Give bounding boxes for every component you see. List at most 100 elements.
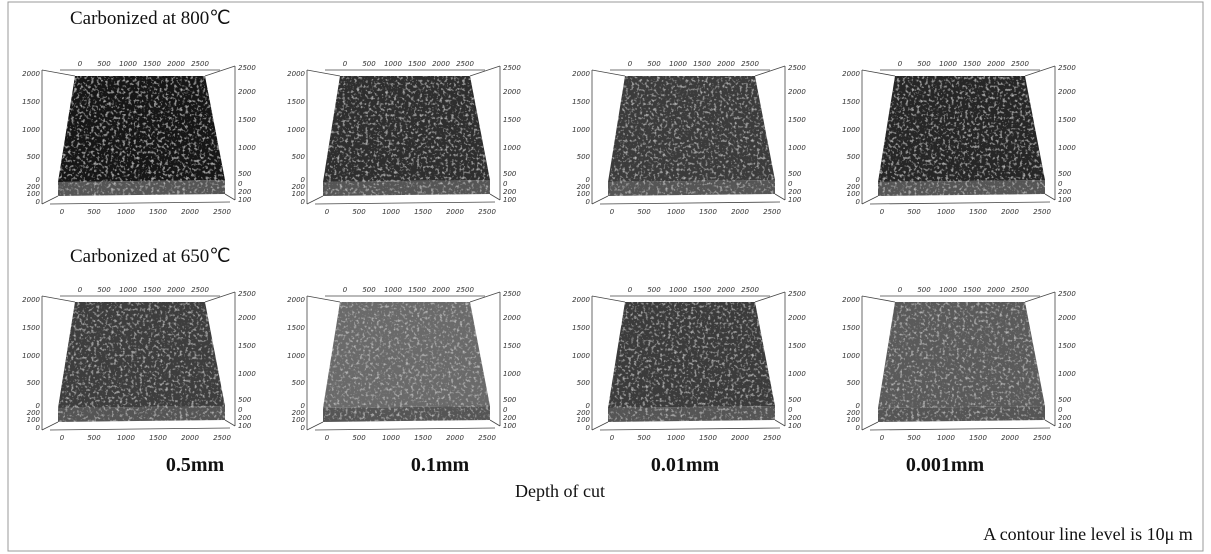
column-label: 0.001mm (906, 454, 985, 476)
tick-label: 1000 (384, 286, 402, 294)
tick-label: 500 (647, 286, 661, 294)
tick-label: 0 (610, 434, 615, 442)
tick-label: 500 (97, 286, 111, 294)
tick-label: 100 (238, 196, 252, 204)
tick-label: 2000 (432, 286, 450, 294)
tick-label: 100 (788, 422, 802, 430)
tick-label: 2000 (503, 88, 521, 96)
surface-plot: 0500100015002000250005001000150020002500… (572, 286, 806, 442)
tick-label: 1000 (669, 286, 687, 294)
tick-label: 2500 (213, 434, 231, 442)
tick-label: 100 (27, 190, 41, 198)
tick-label: 1500 (969, 434, 987, 442)
tick-label: 1500 (788, 342, 806, 350)
column-label: 0.01mm (651, 454, 720, 476)
tick-label: 0 (586, 424, 591, 432)
axis-line (592, 196, 608, 204)
axis-line (42, 70, 75, 76)
tick-label: 0 (628, 60, 633, 68)
tick-label: 100 (27, 416, 41, 424)
tick-label: 0 (78, 60, 83, 68)
tick-label: 100 (292, 416, 306, 424)
tick-label: 500 (362, 286, 376, 294)
tick-label: 2500 (478, 434, 496, 442)
axis-line (862, 296, 895, 302)
tick-label: 0 (856, 424, 861, 432)
tick-label: 0 (788, 180, 793, 188)
tick-label: 1500 (963, 286, 981, 294)
tick-label: 2000 (717, 60, 735, 68)
tick-label: 500 (362, 60, 376, 68)
tick-label: 1500 (572, 98, 590, 106)
tick-label: 1000 (503, 144, 521, 152)
tick-label: 1000 (22, 352, 40, 360)
tick-label: 2500 (456, 286, 474, 294)
axis-line (870, 428, 1050, 430)
tick-label: 100 (503, 422, 517, 430)
tick-label: 100 (577, 416, 591, 424)
tick-label: 1000 (937, 208, 955, 216)
tick-label: 1500 (287, 324, 305, 332)
tick-label: 200 (503, 414, 517, 422)
tick-label: 0 (586, 198, 591, 206)
column-label: 0.5mm (166, 454, 225, 476)
axis-line (862, 196, 878, 204)
tick-label: 0 (1058, 406, 1063, 414)
surface (878, 302, 1045, 408)
tick-label: 2500 (763, 434, 781, 442)
tick-label: 0 (60, 434, 65, 442)
tick-label: 1500 (22, 324, 40, 332)
surface (878, 76, 1045, 182)
tick-label: 1500 (842, 324, 860, 332)
tick-label: 500 (352, 208, 366, 216)
tick-label: 0 (60, 208, 65, 216)
axis-line (50, 202, 230, 204)
tick-label: 2000 (181, 434, 199, 442)
tick-label: 500 (352, 434, 366, 442)
tick-label: 0 (788, 406, 793, 414)
axis-line (1045, 420, 1055, 426)
tick-label: 100 (292, 190, 306, 198)
tick-label: 2000 (432, 60, 450, 68)
note: A contour line level is 10μ m (983, 524, 1193, 544)
tick-label: 0 (610, 208, 615, 216)
tick-label: 2000 (446, 208, 464, 216)
tick-label: 1500 (788, 116, 806, 124)
tick-label: 1500 (22, 98, 40, 106)
tick-label: 2500 (191, 60, 209, 68)
tick-label: 0 (343, 286, 348, 294)
axis-line (307, 422, 323, 430)
tick-label: 500 (27, 379, 41, 387)
tick-label: 100 (503, 196, 517, 204)
axis-line (592, 422, 608, 430)
tick-label: 0 (78, 286, 83, 294)
tick-label: 2000 (287, 296, 305, 304)
tick-label: 500 (577, 379, 591, 387)
tick-label: 1500 (238, 116, 256, 124)
tick-label: 0 (898, 60, 903, 68)
tick-label: 1000 (238, 370, 256, 378)
axis-line (775, 194, 785, 200)
axis-line (862, 70, 895, 76)
tick-label: 1000 (667, 208, 685, 216)
tick-label: 2500 (238, 290, 256, 298)
tick-label: 500 (97, 60, 111, 68)
tick-label: 2500 (238, 64, 256, 72)
axis-line (1045, 194, 1055, 200)
tick-label: 2500 (456, 60, 474, 68)
tick-label: 0 (880, 208, 885, 216)
tick-label: 2500 (191, 286, 209, 294)
tick-label: 1500 (503, 342, 521, 350)
tick-label: 0 (1058, 180, 1063, 188)
tick-label: 1500 (1058, 342, 1076, 350)
tick-label: 1500 (287, 98, 305, 106)
tick-label: 2000 (731, 434, 749, 442)
tick-label: 1000 (384, 60, 402, 68)
tick-label: 1000 (119, 60, 137, 68)
tick-label: 2500 (213, 208, 231, 216)
tick-label: 0 (898, 286, 903, 294)
tick-label: 500 (87, 208, 101, 216)
tick-label: 500 (238, 170, 252, 178)
tick-label: 2500 (478, 208, 496, 216)
